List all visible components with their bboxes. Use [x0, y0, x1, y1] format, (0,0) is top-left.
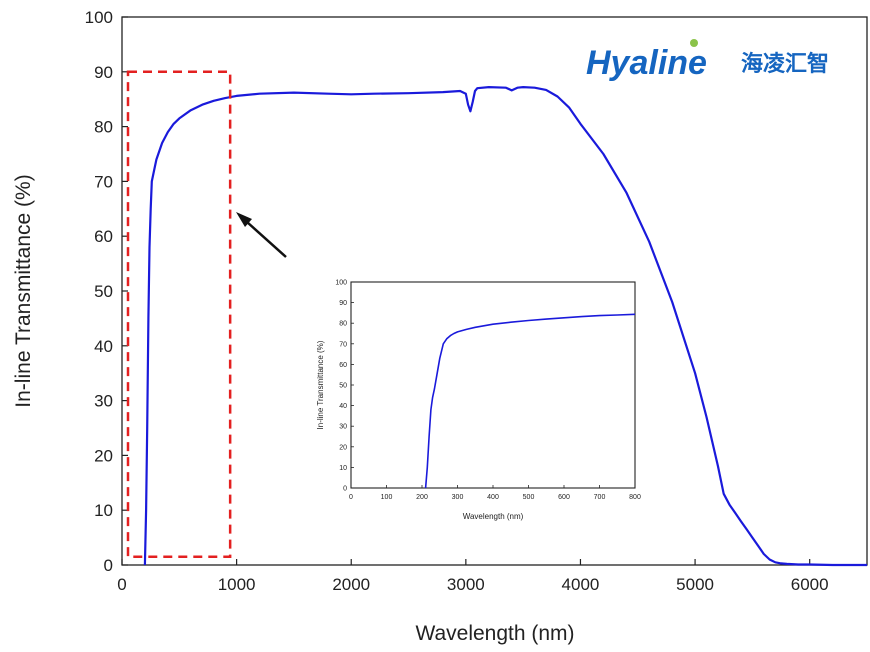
x-tick-label: 5000 [676, 575, 714, 594]
y-tick-label: 40 [94, 337, 113, 356]
y-tick-label: 40 [339, 403, 347, 410]
arrow-annotation [236, 212, 287, 258]
y-tick-label: 100 [335, 280, 347, 287]
x-tick-label: 3000 [447, 575, 485, 594]
y-tick-label: 0 [104, 556, 113, 575]
y-tick-label: 70 [339, 341, 347, 348]
main-x-axis-title: Wavelength (nm) [415, 622, 574, 645]
x-tick-label: 0 [349, 494, 353, 501]
y-tick-label: 0 [343, 486, 347, 493]
logo-wordmark: Hyaline [586, 44, 707, 82]
y-tick-label: 60 [339, 362, 347, 369]
y-tick-label: 10 [339, 465, 347, 472]
logo-leaf-accent [690, 39, 698, 47]
y-tick-label: 50 [339, 383, 347, 390]
inset-axis-ticks [350, 281, 636, 489]
x-tick-label: 500 [523, 494, 535, 501]
y-tick-label: 100 [85, 8, 113, 27]
x-tick-label: 0 [117, 575, 126, 594]
inset-y-axis-title: In-line Transmittance (%) [316, 340, 325, 429]
y-tick-label: 90 [339, 300, 347, 307]
x-tick-label: 300 [452, 494, 464, 501]
y-tick-label: 10 [94, 501, 113, 520]
inset-transmittance-line [424, 313, 636, 489]
inset-chart: 0 100 200 300 400 500 600 700 800 0 10 20 30 40 50 60 70… [316, 280, 641, 522]
y-tick-label: 60 [94, 227, 113, 246]
x-tick-label: 100 [381, 494, 393, 501]
y-tick-label: 20 [94, 446, 113, 465]
x-tick-label: 1000 [218, 575, 256, 594]
x-tick-label: 800 [629, 494, 641, 501]
inset-background [351, 282, 635, 488]
main-tick-labels: 0 1000 2000 3000 4000 5000 6000010203040506070… [85, 8, 829, 594]
y-tick-label: 90 [94, 63, 113, 82]
x-tick-label: 600 [558, 494, 570, 501]
y-tick-label: 20 [339, 444, 347, 451]
y-tick-label: 80 [339, 321, 347, 328]
y-tick-label: 70 [94, 172, 113, 191]
inset-tick-labels: 0 100 200 300 400 500 600 700 800 0 10 20 30 40 50 60 70… [335, 280, 641, 502]
x-tick-label: 400 [487, 494, 499, 501]
main-transmittance-line [143, 86, 867, 567]
x-tick-label: 200 [416, 494, 428, 501]
x-tick-label: 6000 [791, 575, 829, 594]
x-tick-label: 4000 [562, 575, 600, 594]
x-tick-label: 2000 [332, 575, 370, 594]
x-tick-label: 700 [594, 494, 606, 501]
highlight-box [126, 70, 232, 559]
y-tick-label: 50 [94, 282, 113, 301]
y-tick-label: 30 [339, 424, 347, 431]
main-y-axis-title: In-line Transmittance (%) [12, 174, 35, 407]
y-tick-label: 80 [94, 118, 113, 137]
inset-x-axis-title: Wavelength (nm) [463, 512, 524, 521]
hyaline-logo: Hyaline 海凌汇智 [586, 39, 829, 82]
logo-chinese-name: 海凌汇智 [741, 51, 829, 77]
y-tick-label: 30 [94, 392, 113, 411]
